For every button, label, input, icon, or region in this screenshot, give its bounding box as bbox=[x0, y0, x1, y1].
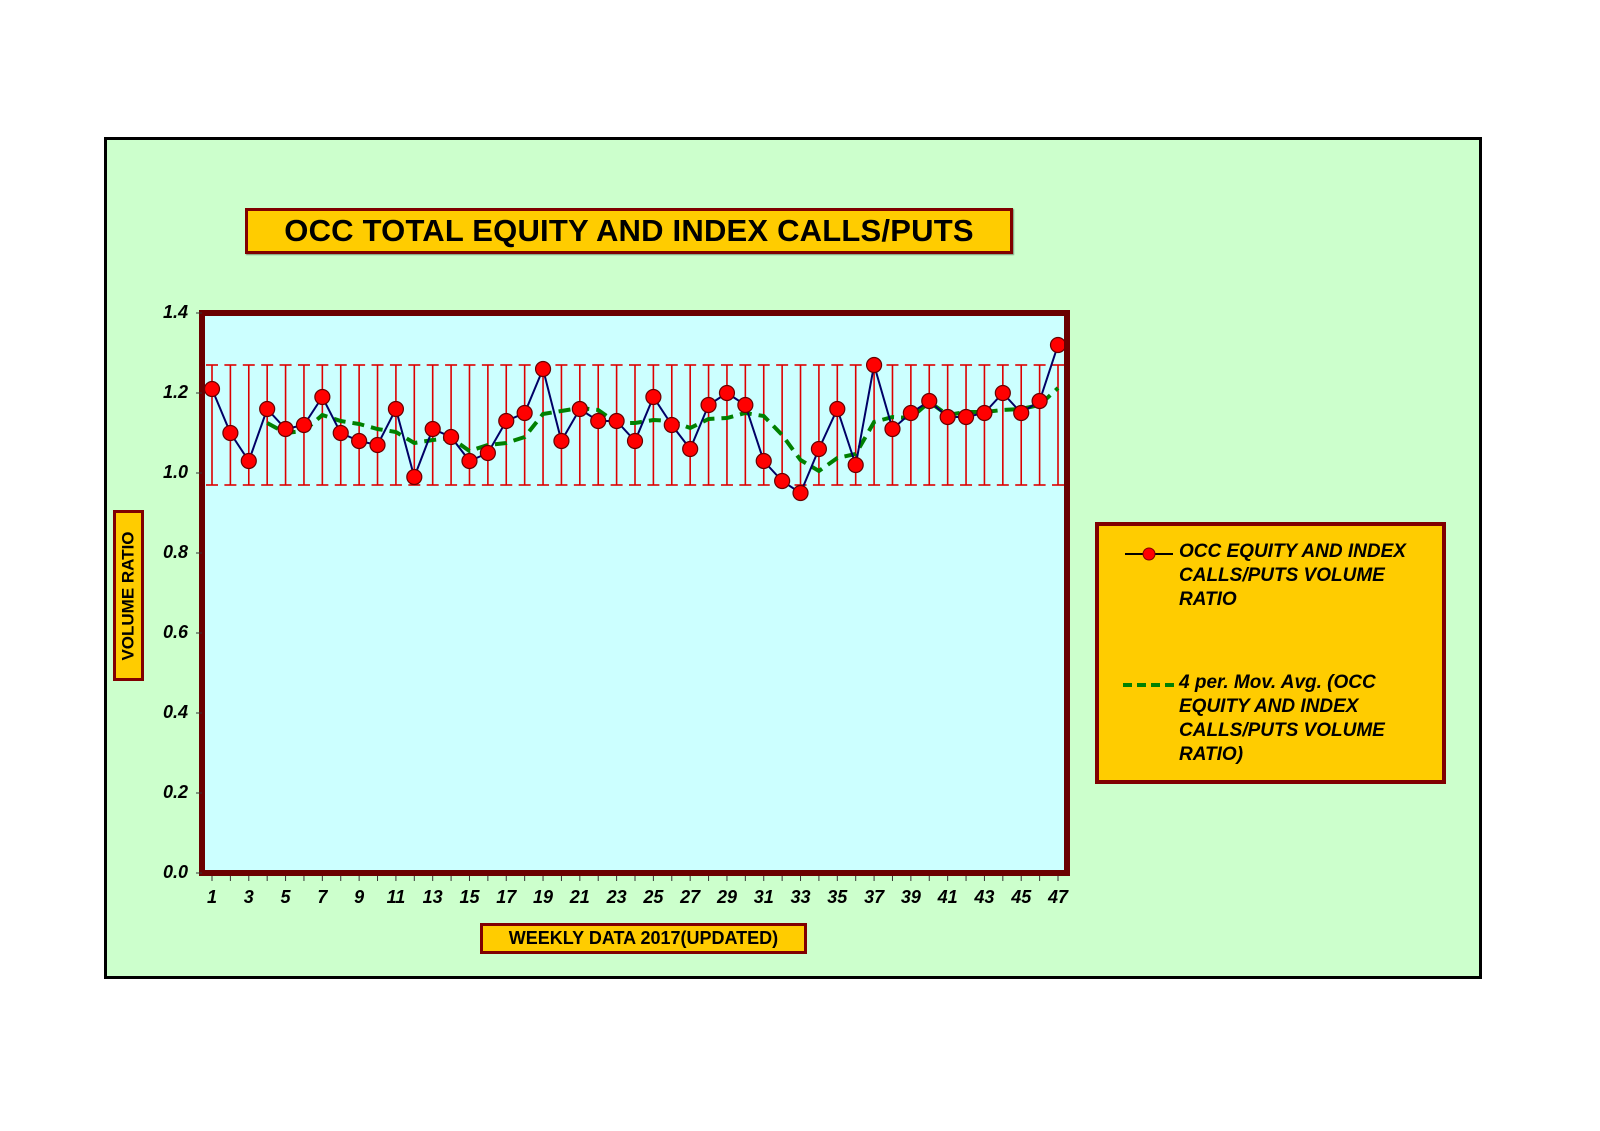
y-tick-label: 1.4 bbox=[162, 302, 188, 322]
x-tick-label: 11 bbox=[386, 887, 406, 907]
data-point bbox=[810, 440, 828, 458]
x-tick-label: 45 bbox=[1011, 887, 1032, 907]
y-axis-label: VOLUME RATIO bbox=[113, 510, 144, 681]
data-point bbox=[774, 472, 791, 490]
data-point bbox=[921, 392, 938, 410]
x-tick-label: 35 bbox=[827, 887, 848, 907]
data-point bbox=[553, 432, 570, 450]
data-point bbox=[608, 412, 625, 430]
x-tick-label: 1 bbox=[206, 887, 217, 907]
y-tick-label: 0.8 bbox=[162, 542, 188, 562]
data-point bbox=[902, 404, 919, 422]
y-tick-label: 1.2 bbox=[162, 382, 188, 402]
x-tick-label: 7 bbox=[317, 887, 328, 907]
data-point bbox=[479, 444, 496, 462]
x-tick-label: 33 bbox=[790, 887, 811, 907]
data-point bbox=[332, 424, 349, 442]
data-point bbox=[737, 396, 754, 414]
data-point bbox=[277, 420, 294, 438]
x-tick-label: 27 bbox=[680, 887, 701, 907]
x-tick-label: 15 bbox=[459, 887, 480, 907]
y-tick-label: 0.6 bbox=[162, 622, 188, 642]
data-point bbox=[590, 412, 607, 430]
data-point bbox=[645, 388, 662, 406]
x-axis-ticks bbox=[211, 876, 1059, 881]
x-tick-label: 25 bbox=[643, 887, 664, 907]
data-point bbox=[1031, 392, 1048, 410]
data-point bbox=[994, 384, 1011, 402]
legend: OCC EQUITY AND INDEX CALLS/PUTS VOLUME R… bbox=[1095, 522, 1446, 784]
data-point bbox=[498, 412, 515, 430]
dashed-line-icon bbox=[1123, 683, 1177, 687]
y-tick-label: 0.0 bbox=[162, 862, 188, 882]
data-point bbox=[700, 396, 717, 414]
x-axis-label-text: WEEKLY DATA 2017(UPDATED) bbox=[508, 928, 779, 948]
data-point bbox=[534, 360, 552, 378]
x-tick-label: 17 bbox=[496, 887, 517, 907]
data-point bbox=[222, 424, 239, 442]
data-point bbox=[718, 384, 736, 402]
data-point bbox=[259, 400, 276, 418]
legend-label-moving-average: 4 per. Mov. Avg. (OCC EQUITY AND INDEX C… bbox=[1179, 672, 1385, 765]
x-tick-label: 21 bbox=[569, 887, 590, 907]
data-point bbox=[682, 440, 699, 458]
y-tick-label: 1.0 bbox=[162, 462, 188, 482]
data-point bbox=[957, 408, 975, 426]
x-tick-label: 19 bbox=[533, 887, 554, 907]
data-point bbox=[240, 452, 257, 470]
data-point bbox=[442, 428, 460, 446]
x-tick-label: 5 bbox=[280, 887, 291, 907]
x-tick-label: 41 bbox=[937, 887, 958, 907]
data-point bbox=[295, 416, 313, 434]
data-point bbox=[314, 388, 331, 406]
data-point bbox=[571, 400, 588, 418]
x-tick-label: 13 bbox=[422, 887, 443, 907]
plot-frame bbox=[199, 310, 1070, 876]
x-tick-label: 23 bbox=[606, 887, 627, 907]
y-axis-ticks bbox=[196, 312, 202, 874]
data-point bbox=[884, 420, 901, 438]
data-point bbox=[829, 400, 846, 418]
data-point bbox=[516, 404, 533, 422]
x-tick-label: 39 bbox=[900, 887, 921, 907]
data-point bbox=[424, 420, 441, 438]
x-tick-label: 29 bbox=[716, 887, 737, 907]
data-point bbox=[976, 404, 993, 422]
y-tick-label: 0.2 bbox=[162, 782, 188, 802]
data-point bbox=[203, 380, 221, 398]
data-point bbox=[461, 452, 478, 470]
y-axis-label-text: VOLUME RATIO bbox=[118, 530, 138, 661]
data-point bbox=[626, 432, 644, 450]
data-markers bbox=[203, 336, 1067, 502]
data-point bbox=[939, 408, 956, 426]
line-marker-icon bbox=[1125, 547, 1173, 561]
x-tick-label: 31 bbox=[753, 887, 774, 907]
data-point bbox=[1013, 404, 1030, 422]
x-tick-label: 43 bbox=[974, 887, 995, 907]
data-point bbox=[865, 356, 883, 374]
data-point bbox=[406, 468, 423, 486]
chart-title-text: OCC TOTAL EQUITY AND INDEX CALLS/PUTS bbox=[284, 213, 974, 248]
data-point bbox=[847, 456, 864, 474]
data-point bbox=[1049, 336, 1067, 354]
x-tick-label: 3 bbox=[243, 887, 254, 907]
data-point bbox=[387, 400, 405, 418]
chart-title: OCC TOTAL EQUITY AND INDEX CALLS/PUTS bbox=[245, 208, 1013, 254]
data-point bbox=[792, 484, 809, 502]
data-point bbox=[369, 436, 386, 454]
legend-label-ratio: OCC EQUITY AND INDEX CALLS/PUTS VOLUME R… bbox=[1179, 541, 1406, 610]
x-tick-label: 9 bbox=[354, 887, 365, 907]
data-point bbox=[663, 416, 680, 434]
data-point bbox=[351, 432, 368, 450]
x-tick-label: 47 bbox=[1047, 887, 1069, 907]
y-tick-label: 0.4 bbox=[162, 702, 188, 722]
x-axis-label: WEEKLY DATA 2017(UPDATED) bbox=[480, 923, 807, 954]
data-point bbox=[755, 452, 772, 470]
x-tick-label: 37 bbox=[864, 887, 885, 907]
